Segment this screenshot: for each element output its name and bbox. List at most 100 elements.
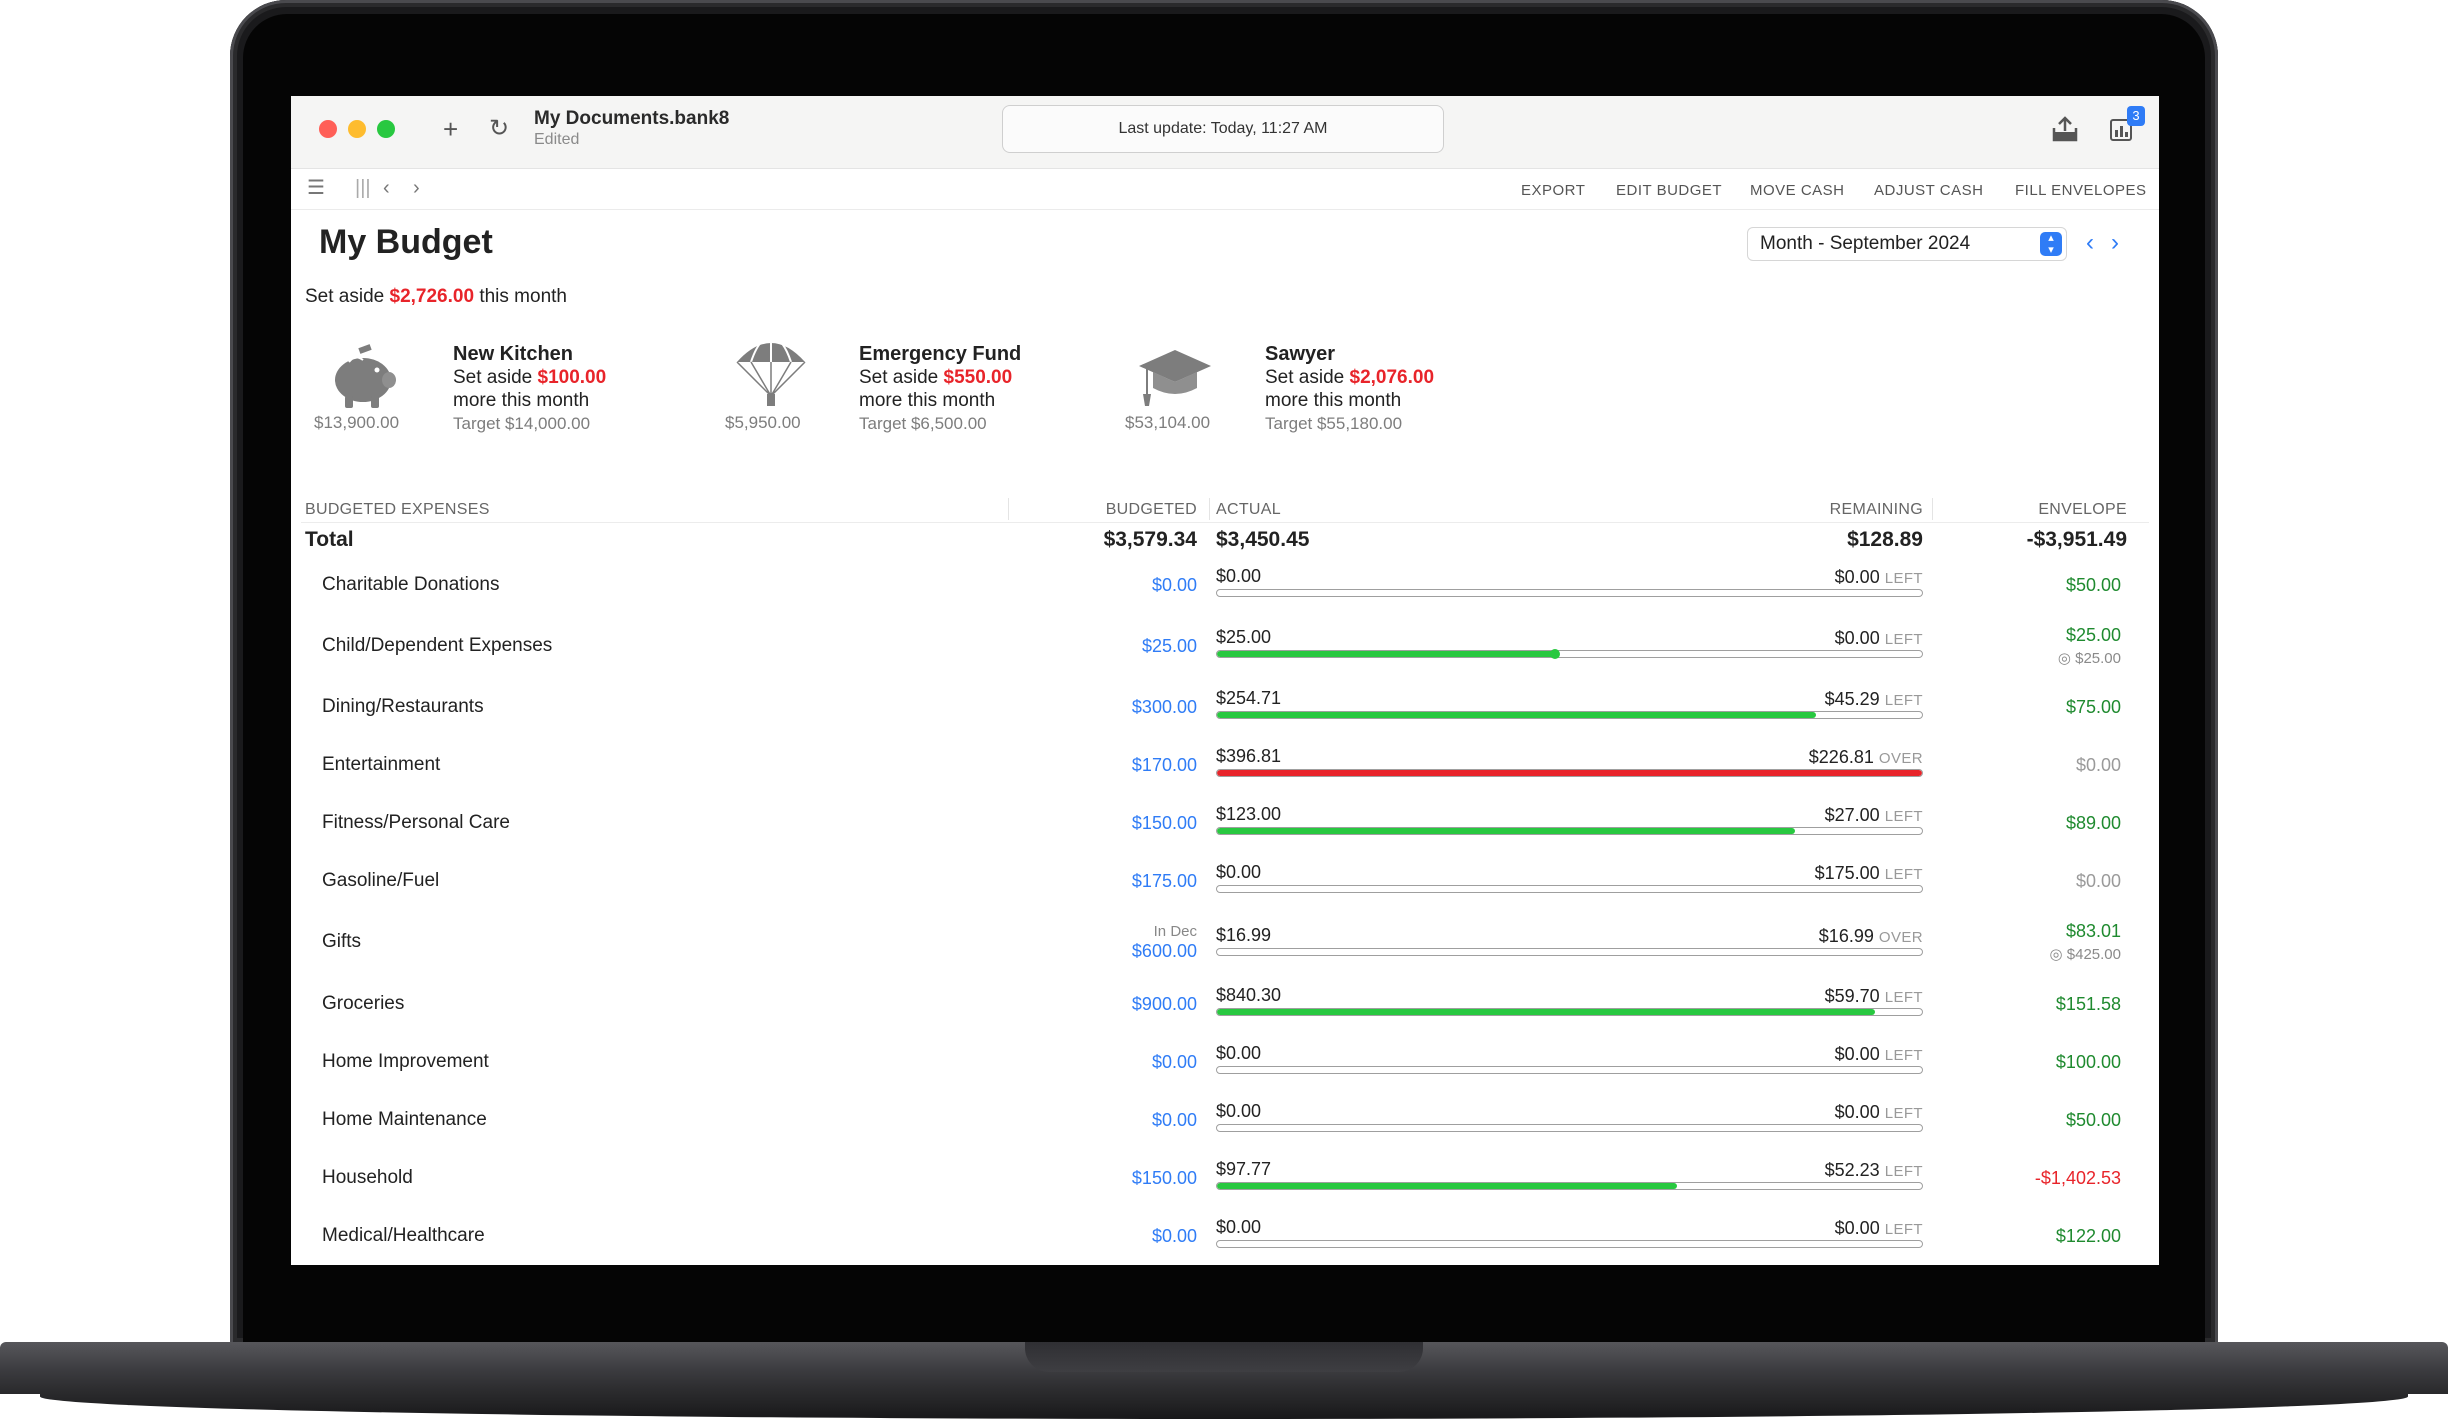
period-select[interactable]: Month - September 2024 ▴ ▾: [1747, 227, 2067, 261]
envelope-amount[interactable]: $0.00: [2075, 871, 2121, 891]
actual-amount: $97.77: [1216, 1159, 1272, 1179]
remaining-amount: $0.00 LEFT: [1835, 1044, 1923, 1065]
set-aside-prefix: Set aside: [305, 286, 385, 307]
total-label: Total: [305, 528, 354, 551]
set-aside-suffix: this month: [479, 286, 567, 307]
remaining-amount: $0.00 LEFT: [1835, 1102, 1923, 1123]
remaining-status: LEFT: [1884, 1163, 1923, 1180]
category-name: Fitness/Personal Care: [322, 812, 510, 833]
goal-balance: $5,950.00: [725, 413, 801, 432]
actual-amount: $254.71: [1216, 688, 1282, 708]
category-name: Entertainment: [322, 754, 441, 775]
budgeted-amount[interactable]: $0.00: [1151, 1110, 1197, 1130]
category-name: Gasoline/Fuel: [322, 870, 440, 891]
fill-envelopes-button[interactable]: FILL ENVELOPES: [2015, 182, 2147, 199]
progress-bar: [1216, 1066, 1923, 1074]
remaining-status: OVER: [1878, 929, 1923, 946]
goal-set-aside-amount: $2,076.00: [1349, 367, 1435, 388]
remaining-status: LEFT: [1884, 1105, 1923, 1122]
remaining-amount: $52.23 LEFT: [1825, 1160, 1923, 1181]
column-header-remaining[interactable]: REMAINING: [1829, 501, 1923, 518]
goal-set-aside-prefix: Set aside: [859, 367, 939, 388]
remaining-value: $175.00: [1814, 863, 1880, 883]
close-window-button[interactable]: [319, 120, 337, 138]
category-name: Child/Dependent Expenses: [322, 635, 553, 656]
zoom-window-button[interactable]: [377, 120, 395, 138]
budgeted-amount[interactable]: $150.00: [1131, 813, 1197, 833]
move-cash-button[interactable]: MOVE CASH: [1750, 182, 1845, 199]
envelope-amount[interactable]: $25.00: [2065, 625, 2121, 645]
document-title: My Documents.bank8: [534, 108, 730, 129]
column-header-envelope[interactable]: ENVELOPE: [2038, 501, 2127, 518]
progress-bar: [1216, 650, 1923, 658]
actual-amount: $16.99: [1216, 925, 1272, 945]
remaining-status: LEFT: [1884, 1221, 1923, 1238]
total-remaining: $128.89: [1847, 528, 1923, 551]
column-divider-icon[interactable]: |||: [355, 177, 371, 199]
remaining-value: $226.81: [1808, 747, 1874, 767]
remaining-amount: $16.99 OVER: [1819, 926, 1923, 947]
goal-target: Target $6,500.00: [859, 414, 987, 433]
progress-fill: [1217, 1183, 1677, 1189]
envelope-amount[interactable]: $83.01: [2065, 921, 2121, 941]
envelope-amount[interactable]: $50.00: [2065, 1110, 2121, 1130]
export-button[interactable]: EXPORT: [1521, 182, 1586, 199]
column-header-actual[interactable]: ACTUAL: [1216, 501, 1281, 518]
progress-bar: [1216, 885, 1923, 893]
previous-period-icon[interactable]: ‹: [2086, 229, 2094, 256]
column-header-budgeted[interactable]: BUDGETED: [1105, 501, 1197, 518]
budgeted-amount[interactable]: $300.00: [1131, 697, 1197, 717]
envelope-amount[interactable]: $75.00: [2065, 697, 2121, 717]
budgeted-amount[interactable]: $0.00: [1151, 1052, 1197, 1072]
refresh-icon[interactable]: ↻: [489, 115, 510, 142]
envelope-amount[interactable]: $122.00: [2055, 1226, 2121, 1246]
budgeted-amount[interactable]: $170.00: [1131, 755, 1197, 775]
reports-icon[interactable]: [2106, 114, 2136, 144]
forward-icon[interactable]: ›: [413, 177, 420, 199]
budgeted-amount[interactable]: $0.00: [1151, 575, 1197, 595]
actual-amount: $0.00: [1216, 1043, 1262, 1063]
budgeted-amount[interactable]: $600.00: [1131, 941, 1197, 961]
envelope-amount[interactable]: $0.00: [2075, 755, 2121, 775]
budgeted-amount[interactable]: $25.00: [1141, 636, 1197, 656]
goal-set-aside: Set aside $550.00: [859, 367, 1012, 389]
add-icon[interactable]: +: [443, 114, 459, 144]
next-period-icon[interactable]: ›: [2111, 229, 2119, 256]
edit-budget-button[interactable]: EDIT BUDGET: [1616, 182, 1723, 199]
remaining-status: LEFT: [1884, 808, 1923, 825]
goal-target: Target $14,000.00: [453, 414, 591, 433]
remaining-value: $0.00: [1834, 567, 1880, 587]
remaining-value: $59.70: [1824, 986, 1880, 1006]
remaining-amount: $27.00 LEFT: [1825, 805, 1923, 826]
outline-list-icon[interactable]: ☰: [307, 177, 325, 199]
budgeted-amount[interactable]: $900.00: [1131, 994, 1197, 1014]
envelope-amount[interactable]: $50.00: [2065, 575, 2121, 595]
envelope-amount[interactable]: $89.00: [2065, 813, 2121, 833]
column-divider: [1209, 498, 1210, 520]
actual-amount: $396.81: [1216, 746, 1282, 766]
budgeted-amount[interactable]: $150.00: [1131, 1168, 1197, 1188]
header-divider: [301, 522, 2149, 523]
progress-fill: [1217, 651, 1556, 657]
remaining-amount: $0.00 LEFT: [1835, 1218, 1923, 1239]
budgeted-amount[interactable]: $175.00: [1131, 871, 1197, 891]
document-status: Edited: [534, 131, 580, 148]
progress-fill: [1217, 1009, 1876, 1015]
progress-bar: [1216, 1182, 1923, 1190]
goal-name: Sawyer: [1265, 343, 1336, 365]
envelope-target: ◎ $425.00: [2049, 946, 2121, 963]
minimize-window-button[interactable]: [348, 120, 366, 138]
envelope-amount[interactable]: -$1,402.53: [2034, 1168, 2121, 1188]
adjust-cash-button[interactable]: ADJUST CASH: [1874, 182, 1984, 199]
total-actual: $3,450.45: [1216, 528, 1310, 551]
back-icon[interactable]: ‹: [383, 177, 390, 199]
budgeted-amount[interactable]: $0.00: [1151, 1226, 1197, 1246]
column-header-category[interactable]: BUDGETED EXPENSES: [305, 501, 490, 518]
remaining-value: $16.99: [1818, 926, 1874, 946]
envelope-amount[interactable]: $100.00: [2055, 1052, 2121, 1072]
envelope-amount[interactable]: $151.58: [2055, 994, 2121, 1014]
share-icon[interactable]: [2050, 114, 2080, 144]
select-stepper-icon: ▴ ▾: [2040, 232, 2062, 256]
category-name: Home Maintenance: [322, 1109, 487, 1130]
goal-more-text: more this month: [859, 390, 996, 411]
